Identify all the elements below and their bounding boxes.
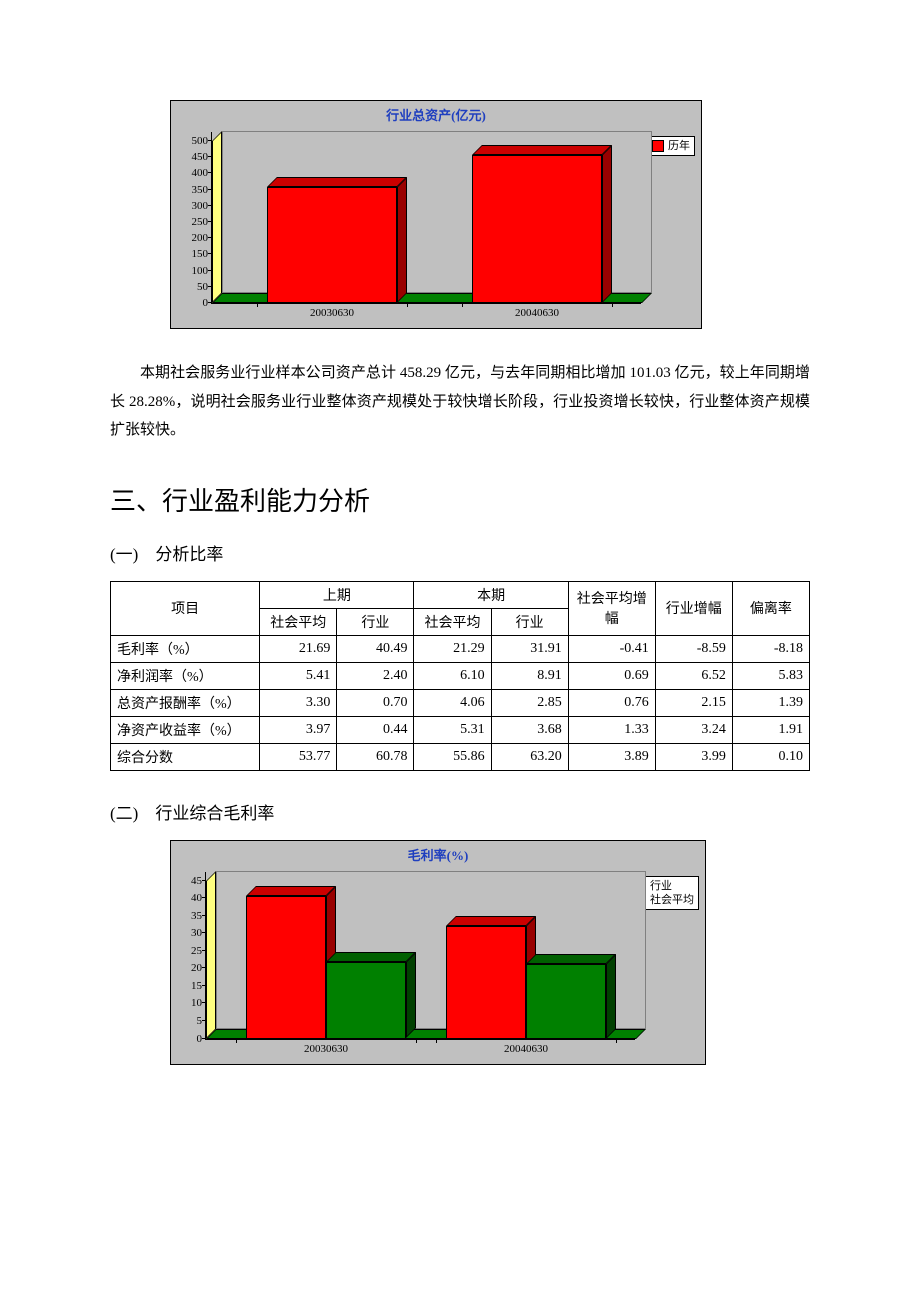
xtick-label: 20040630 <box>504 1039 548 1055</box>
cell-value: 3.99 <box>655 743 732 770</box>
th-dev: 偏离率 <box>732 581 809 635</box>
ytick-label: 300 <box>192 200 213 212</box>
paragraph-assets: 本期社会服务业行业样本公司资产总计 458.29 亿元，与去年同期相比增加 10… <box>110 359 810 445</box>
cell-value: 63.20 <box>491 743 568 770</box>
ytick-label: 450 <box>192 151 213 163</box>
row-label: 毛利率（%） <box>111 635 260 662</box>
ytick-label: 150 <box>192 248 213 260</box>
ytick-label: 25 <box>191 945 206 957</box>
ytick-label: 15 <box>191 980 206 992</box>
cell-value: 2.15 <box>655 689 732 716</box>
table-row: 综合分数53.7760.7855.8663.203.893.990.10 <box>111 743 810 770</box>
chart-total-assets: 行业总资产(亿元) 历年 050100150200250300350400450… <box>170 100 702 329</box>
chart-gross-margin: 毛利率(%) 行业社会平均 05101520253035404520030630… <box>170 840 706 1065</box>
cell-value: 3.68 <box>491 716 568 743</box>
table-row: 净利润率（%）5.412.406.108.910.696.525.83 <box>111 662 810 689</box>
chart1-title: 行业总资产(亿元) <box>171 101 701 126</box>
bar <box>326 962 406 1038</box>
subsection-3-1: (一) 分析比率 <box>110 540 810 565</box>
th-socinc: 社会平均增幅 <box>568 581 655 635</box>
bar <box>472 155 602 303</box>
bar <box>267 187 397 303</box>
cell-value: 3.30 <box>260 689 337 716</box>
th-curr-ind: 行业 <box>491 608 568 635</box>
ytick-label: 40 <box>191 892 206 904</box>
cell-value: 0.69 <box>568 662 655 689</box>
row-label: 综合分数 <box>111 743 260 770</box>
cell-value: 3.97 <box>260 716 337 743</box>
ytick-label: 50 <box>197 281 212 293</box>
chart1-legend: 历年 <box>647 136 695 156</box>
cell-value: 0.10 <box>732 743 809 770</box>
ytick-label: 45 <box>191 875 206 887</box>
th-curr: 本期 <box>414 581 568 608</box>
th-prev-soc: 社会平均 <box>260 608 337 635</box>
cell-value: 1.39 <box>732 689 809 716</box>
xtick-label: 20030630 <box>310 303 354 319</box>
cell-value: -0.41 <box>568 635 655 662</box>
cell-value: 0.70 <box>337 689 414 716</box>
subsection-3-2: (二) 行业综合毛利率 <box>110 799 810 824</box>
cell-value: 21.29 <box>414 635 491 662</box>
cell-value: 55.86 <box>414 743 491 770</box>
ytick-label: 350 <box>192 184 213 196</box>
cell-value: 0.76 <box>568 689 655 716</box>
bar <box>526 964 606 1039</box>
ytick-label: 100 <box>192 265 213 277</box>
th-indinc: 行业增幅 <box>655 581 732 635</box>
table-row: 总资产报酬率（%）3.300.704.062.850.762.151.39 <box>111 689 810 716</box>
section-3-title: 三、行业盈利能力分析 <box>110 481 810 518</box>
row-label: 净资产收益率（%） <box>111 716 260 743</box>
cell-value: 21.69 <box>260 635 337 662</box>
chart1-plot: 0501001502002503003504004505002003063020… <box>211 132 641 304</box>
row-label: 净利润率（%） <box>111 662 260 689</box>
chart2-title: 毛利率(%) <box>171 841 705 866</box>
ytick-label: 400 <box>192 167 213 179</box>
row-label: 总资产报酬率（%） <box>111 689 260 716</box>
bar <box>246 896 326 1038</box>
cell-value: 3.24 <box>655 716 732 743</box>
ytick-label: 35 <box>191 910 206 922</box>
bar <box>446 926 526 1038</box>
cell-value: 5.41 <box>260 662 337 689</box>
cell-value: 0.44 <box>337 716 414 743</box>
ytick-label: 0 <box>203 297 213 309</box>
ytick-label: 500 <box>192 135 213 147</box>
table-row: 毛利率（%）21.6940.4921.2931.91-0.41-8.59-8.1… <box>111 635 810 662</box>
th-curr-soc: 社会平均 <box>414 608 491 635</box>
cell-value: 6.52 <box>655 662 732 689</box>
ratio-table: 项目 上期 本期 社会平均增幅 行业增幅 偏离率 社会平均 行业 社会平均 行业… <box>110 581 810 771</box>
cell-value: 4.06 <box>414 689 491 716</box>
cell-value: 5.83 <box>732 662 809 689</box>
xtick-label: 20030630 <box>304 1039 348 1055</box>
th-item: 项目 <box>111 581 260 635</box>
cell-value: 2.85 <box>491 689 568 716</box>
cell-value: 31.91 <box>491 635 568 662</box>
ytick-label: 30 <box>191 927 206 939</box>
ytick-label: 250 <box>192 216 213 228</box>
xtick-label: 20040630 <box>515 303 559 319</box>
th-prev-ind: 行业 <box>337 608 414 635</box>
cell-value: 5.31 <box>414 716 491 743</box>
ytick-label: 200 <box>192 232 213 244</box>
cell-value: 40.49 <box>337 635 414 662</box>
cell-value: 6.10 <box>414 662 491 689</box>
cell-value: -8.18 <box>732 635 809 662</box>
ytick-label: 0 <box>197 1033 207 1045</box>
cell-value: 2.40 <box>337 662 414 689</box>
table-row: 净资产收益率（%）3.970.445.313.681.333.241.91 <box>111 716 810 743</box>
cell-value: 60.78 <box>337 743 414 770</box>
cell-value: 8.91 <box>491 662 568 689</box>
chart2-plot: 0510152025303540452003063020040630 <box>205 872 635 1040</box>
cell-value: -8.59 <box>655 635 732 662</box>
cell-value: 1.33 <box>568 716 655 743</box>
cell-value: 53.77 <box>260 743 337 770</box>
ytick-label: 10 <box>191 997 206 1009</box>
th-prev: 上期 <box>260 581 414 608</box>
cell-value: 1.91 <box>732 716 809 743</box>
ytick-label: 5 <box>197 1015 207 1027</box>
legend-item: 历年 <box>652 139 690 153</box>
cell-value: 3.89 <box>568 743 655 770</box>
ytick-label: 20 <box>191 962 206 974</box>
